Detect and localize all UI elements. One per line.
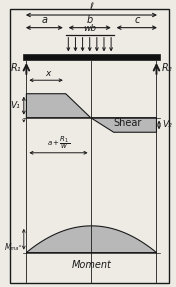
Polygon shape	[26, 226, 156, 253]
Text: R₂: R₂	[161, 63, 172, 73]
Text: $a+\dfrac{R_1}{w}$: $a+\dfrac{R_1}{w}$	[47, 135, 70, 151]
Text: wb: wb	[83, 24, 96, 33]
Text: x: x	[45, 69, 51, 78]
Text: Shear: Shear	[113, 119, 142, 129]
FancyBboxPatch shape	[23, 54, 160, 60]
Text: R₁: R₁	[11, 63, 21, 73]
Polygon shape	[26, 94, 91, 118]
Text: Mₘₐˣ: Mₘₐˣ	[4, 243, 22, 252]
Text: c: c	[134, 15, 139, 25]
Text: a: a	[41, 15, 47, 25]
Text: b: b	[87, 15, 93, 25]
Text: V₁: V₁	[11, 101, 20, 110]
Text: V₂: V₂	[162, 121, 172, 129]
Text: ℓ: ℓ	[89, 2, 93, 12]
Polygon shape	[91, 118, 156, 132]
Text: Moment: Moment	[71, 260, 111, 269]
